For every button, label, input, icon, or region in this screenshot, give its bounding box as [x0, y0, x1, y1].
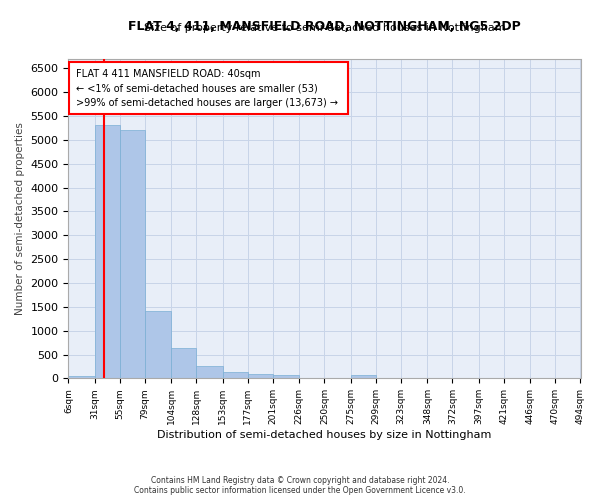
- Text: FLAT 4 411 MANSFIELD ROAD: 40sqm: FLAT 4 411 MANSFIELD ROAD: 40sqm: [76, 68, 260, 78]
- Bar: [248, 374, 273, 378]
- Text: >99% of semi-detached houses are larger (13,673) →: >99% of semi-detached houses are larger …: [76, 98, 338, 108]
- Text: ← <1% of semi-detached houses are smaller (53): ← <1% of semi-detached houses are smalle…: [76, 83, 317, 93]
- Title: Size of property relative to semi-detached houses in Nottingham: Size of property relative to semi-detach…: [143, 23, 505, 33]
- Bar: [70, 62, 347, 114]
- X-axis label: Distribution of semi-detached houses by size in Nottingham: Distribution of semi-detached houses by …: [157, 430, 491, 440]
- Text: FLAT 4, 411, MANSFIELD ROAD, NOTTINGHAM, NG5 2DP: FLAT 4, 411, MANSFIELD ROAD, NOTTINGHAM,…: [128, 20, 521, 33]
- Y-axis label: Number of semi-detached properties: Number of semi-detached properties: [15, 122, 25, 315]
- Bar: [171, 348, 196, 378]
- Text: Contains HM Land Registry data © Crown copyright and database right 2024.
Contai: Contains HM Land Registry data © Crown c…: [134, 476, 466, 495]
- Bar: [350, 375, 376, 378]
- Bar: [223, 372, 248, 378]
- Bar: [95, 125, 120, 378]
- Bar: [68, 376, 95, 378]
- Bar: [145, 310, 171, 378]
- Bar: [196, 366, 223, 378]
- Bar: [273, 375, 299, 378]
- Bar: [120, 130, 145, 378]
